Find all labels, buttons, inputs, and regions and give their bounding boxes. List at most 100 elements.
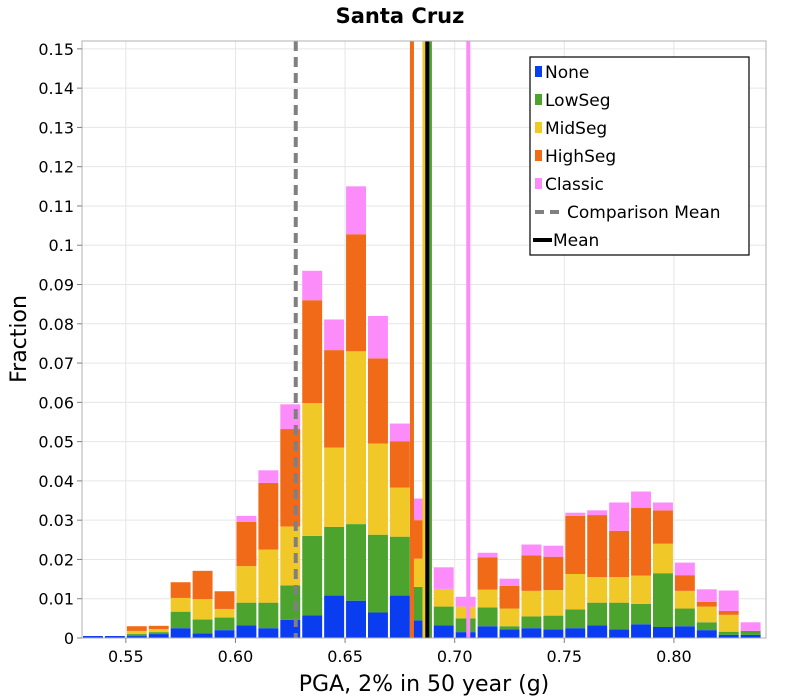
bar-segment-lowseg — [587, 602, 608, 626]
bar-segment-midseg — [609, 577, 630, 603]
bar-segment-classic — [368, 315, 388, 359]
bar-segment-lowseg — [433, 606, 454, 626]
legend-label-comparison-mean: Comparison Mean — [567, 203, 721, 223]
bar-segment-classic — [455, 596, 476, 607]
bar-segment-none — [718, 634, 739, 638]
y-tick-label: 0 — [64, 629, 74, 648]
legend-swatch-classic — [535, 178, 542, 189]
bar-segment-classic — [346, 186, 366, 235]
bar-segment-classic — [499, 578, 520, 586]
y-tick-label: 0.15 — [38, 40, 74, 59]
bar-segment-classic — [653, 502, 673, 511]
bar-segment-none — [214, 630, 235, 638]
bar-segment-none — [389, 595, 410, 638]
y-tick-label: 0.11 — [38, 197, 74, 216]
bar-segment-none — [170, 628, 191, 638]
bar-segment-lowseg — [455, 618, 476, 633]
bar-segment-none — [368, 612, 388, 638]
legend-box — [529, 56, 750, 256]
bar-segment-highseg — [236, 521, 257, 567]
bar-segment-highseg — [543, 556, 564, 591]
bar-segment-classic — [477, 552, 498, 558]
bar-segment-midseg — [455, 606, 476, 619]
bar-segment-midseg — [696, 606, 717, 623]
y-tick-label: 0.02 — [38, 550, 74, 569]
bar-segment-midseg — [653, 543, 673, 574]
bar-segment-none — [587, 625, 608, 638]
bar-segment-midseg — [192, 599, 213, 620]
y-tick-label: 0.13 — [38, 118, 74, 137]
bar-segment-none — [126, 636, 147, 638]
bar-segment-lowseg — [499, 626, 520, 630]
bar-segment-none — [631, 624, 651, 638]
x-tick-label: 0.70 — [437, 647, 473, 666]
bar-segment-lowseg — [674, 608, 695, 627]
bar-segment-classic — [565, 512, 586, 516]
bar-segment-midseg — [521, 590, 542, 617]
chart-title: Santa Cruz — [336, 4, 465, 28]
bar-segment-classic — [609, 502, 630, 531]
bar-segment-midseg — [258, 549, 279, 603]
bar-segment-highseg — [477, 557, 498, 590]
bar-segment-midseg — [718, 614, 739, 632]
bar-segment-midseg — [499, 608, 520, 627]
bar-segment-highseg — [587, 515, 608, 578]
bar-segment-midseg — [674, 590, 695, 609]
bar-segment-highseg — [302, 300, 323, 404]
bar-segment-highseg — [631, 507, 651, 576]
bar-segment-lowseg — [302, 535, 323, 616]
bar-segment-none — [653, 627, 673, 638]
bar-segment-lowseg — [192, 619, 213, 634]
bar-segment-midseg — [631, 575, 651, 604]
bar-segment-none — [433, 625, 454, 638]
x-tick-label: 0.65 — [327, 647, 363, 666]
y-tick-label: 0.14 — [38, 79, 74, 98]
bars — [83, 186, 761, 638]
y-tick-label: 0.08 — [38, 315, 74, 334]
bar-segment-midseg — [236, 566, 257, 603]
bar-segment-none — [740, 634, 761, 638]
bar-segment-lowseg — [148, 632, 169, 635]
bar-segment-none — [258, 628, 279, 638]
y-tick-label: 0.05 — [38, 433, 74, 452]
bar-segment-none — [104, 636, 125, 638]
bar-segment-midseg — [346, 351, 366, 525]
bar-segment-highseg — [192, 570, 213, 600]
bar-segment-highseg — [148, 625, 169, 629]
bar-segment-highseg — [718, 610, 739, 615]
bar-segment-midseg — [148, 628, 169, 633]
legend-swatch-highseg — [535, 150, 542, 161]
bar-segment-lowseg — [126, 634, 147, 637]
bar-segment-highseg — [674, 575, 695, 591]
legend-label-lowseg: LowSeg — [545, 91, 611, 111]
bar-segment-lowseg — [258, 602, 279, 629]
bar-segment-lowseg — [368, 534, 388, 613]
y-axis-ticks: 0 0.01 0.02 0.03 0.04 0.05 0.06 0.07 0.08 0.09 0.1… — [38, 40, 82, 648]
x-axis-label: PGA, 2% in 50 year (g) — [299, 672, 550, 697]
bar-segment-classic — [543, 545, 564, 557]
y-tick-label: 0.12 — [38, 158, 74, 177]
bar-segment-lowseg — [236, 602, 257, 626]
bar-segment-none — [346, 600, 366, 638]
bar-segment-midseg — [565, 573, 586, 610]
bar-segment-highseg — [521, 555, 542, 591]
legend-label-highseg: HighSeg — [545, 147, 616, 167]
bar-segment-lowseg — [740, 630, 761, 635]
bar-segment-lowseg — [477, 607, 498, 627]
bar-segment-classic — [389, 423, 410, 442]
bar-segment-midseg — [477, 589, 498, 608]
bar-segment-lowseg — [543, 615, 564, 630]
bar-segment-classic — [324, 319, 345, 351]
bar-segment-classic — [740, 622, 761, 631]
bar-segment-highseg — [324, 350, 345, 448]
legend-swatch-midseg — [535, 122, 542, 133]
bar-segment-midseg — [170, 597, 191, 612]
bar-segment-midseg — [368, 443, 388, 535]
bar-segment-classic — [631, 491, 651, 508]
bar-segment-lowseg — [653, 573, 673, 628]
bar-segment-lowseg — [521, 616, 542, 629]
bar-segment-lowseg — [214, 617, 235, 631]
bar-segment-midseg — [302, 403, 323, 536]
bar-segment-lowseg — [389, 536, 410, 596]
